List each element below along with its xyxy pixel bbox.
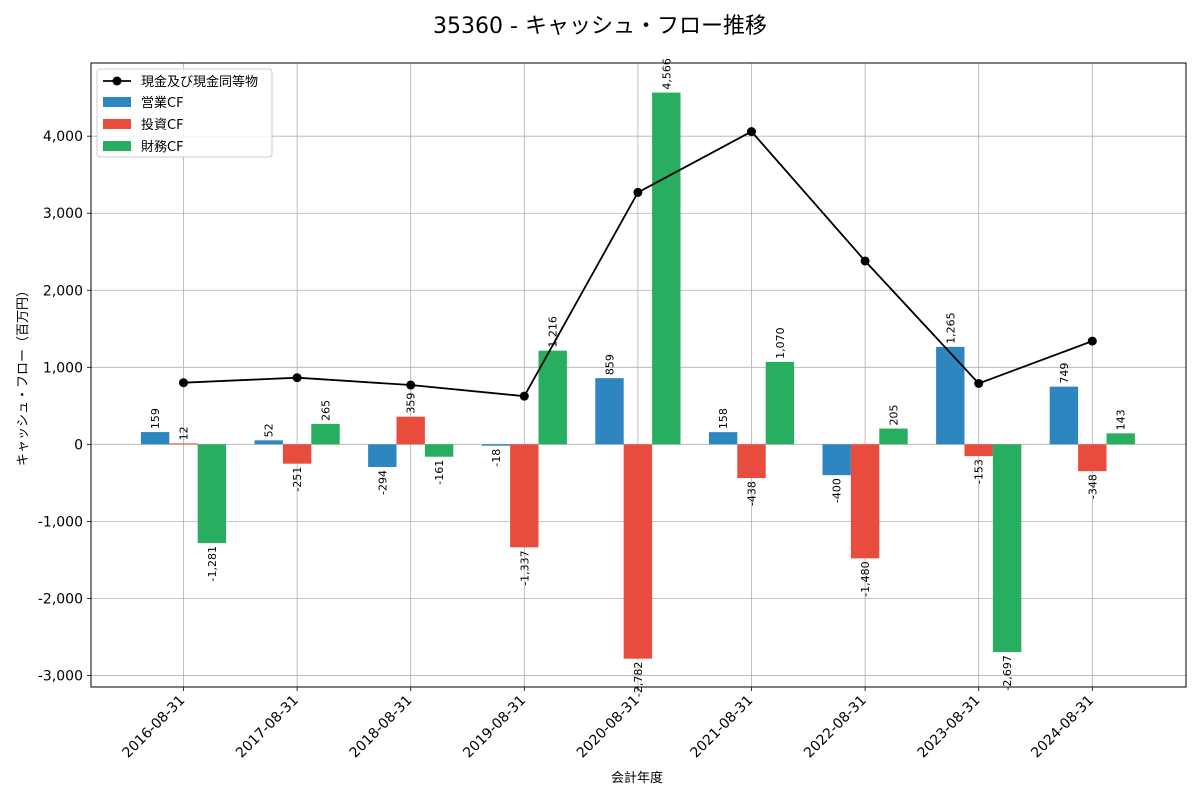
data-label: 52 [263,423,276,437]
data-label: 143 [1115,409,1128,430]
x-tick-label: 2016-08-31 [119,693,188,762]
x-tick-label: 2021-08-31 [687,693,756,762]
legend-entry: 財務CF [141,140,184,155]
bar [396,416,425,445]
y-tick-label: 4,000 [43,129,83,145]
data-label: 1,265 [944,312,957,344]
data-label: 1,216 [547,316,560,348]
cash-line [179,127,1097,401]
bar [595,378,624,445]
data-label: 159 [149,408,162,429]
legend-box [96,68,273,158]
bar [623,444,653,659]
bar [368,444,397,467]
data-label: 12 [178,426,191,440]
x-tick-label: 2017-08-31 [233,693,302,762]
bar [311,423,340,445]
x-tick-label: 2019-08-31 [460,693,529,762]
legend-entry: 営業CF [141,95,184,111]
bar [737,444,766,479]
bar [822,444,851,476]
plot-frame [90,62,1187,688]
bar [879,428,908,445]
cash-line-point [292,373,302,383]
data-label: 749 [1058,363,1071,384]
x-tick-label: 2022-08-31 [801,693,870,762]
bar [140,432,170,445]
data-label: -161 [433,460,446,485]
data-label: 205 [888,405,901,426]
data-label: -18 [490,449,503,467]
y-tick-label: -3,000 [38,668,83,684]
data-label: -438 [746,481,759,506]
cash-line-point [974,378,984,388]
data-label: -251 [291,467,304,492]
bar [652,92,681,445]
bar [992,444,1022,653]
y-tick-label: -1,000 [38,514,83,530]
x-axis-label: 会計年度 [611,770,663,786]
bars [140,92,1135,659]
bar [1049,386,1079,445]
bar [169,443,198,445]
cash-line-point [519,391,529,401]
data-label: -1,480 [859,561,872,596]
data-label: -153 [973,459,986,484]
bar [964,444,993,457]
bar [708,432,738,445]
y-tick-label: 2,000 [43,283,83,299]
y-tick-label: -2,000 [38,591,83,607]
cash-line-point [179,378,188,388]
data-label: 158 [717,408,730,429]
chart-title: 35360 - キャッシュ・フロー推移 [433,14,767,39]
x-tick-label: 2018-08-31 [347,693,416,762]
x-tick-label: 2024-08-31 [1028,693,1097,762]
bar [481,444,511,446]
cash-line-point [406,380,416,390]
bar [510,444,539,548]
bar [850,444,880,559]
legend-swatch [103,119,131,129]
data-label: -1,281 [206,546,219,581]
cash-line-point [747,127,756,137]
data-label: -2,697 [1001,655,1014,690]
bar [1078,444,1107,472]
data-label: 1,070 [774,327,787,359]
bar [424,444,454,457]
x-tick-label: 2023-08-31 [915,693,984,762]
x-tick-label: 2020-08-31 [574,693,643,762]
cash-line-point [860,256,870,266]
cash-line-point [1087,336,1097,346]
data-label: 265 [320,400,333,421]
data-label: -1,337 [518,550,531,585]
y-axis-label: キャッシュ・フロー（百万円） [16,284,31,466]
legend-swatch [103,141,131,151]
data-labels: 159 52 -294 -18 859 158 -400 1,265 749 12 -251 359 -… [149,58,1128,697]
bar [538,350,567,445]
data-label: -294 [376,470,389,495]
bar [254,440,283,445]
y-tick-label: 1,000 [43,360,83,376]
y-tick-label: 3,000 [43,206,83,222]
data-label: -2,782 [632,662,645,697]
data-label: 859 [604,354,617,375]
bar [936,346,965,445]
y-tick-label: 0 [74,437,83,453]
legend-line-marker [112,76,122,86]
bar [765,361,795,445]
data-label: -348 [1086,474,1099,499]
data-label: -400 [831,478,844,503]
legend-entry-cash: 現金及び現金同等物 [141,74,258,90]
bar [1106,433,1135,445]
bar [197,444,227,544]
data-label: 359 [405,393,418,414]
cash-line-point [633,187,643,197]
data-label: 4,566 [660,58,673,90]
legend-entry: 投資CF [141,117,184,133]
legend-swatch [103,97,131,107]
bar [282,444,312,464]
